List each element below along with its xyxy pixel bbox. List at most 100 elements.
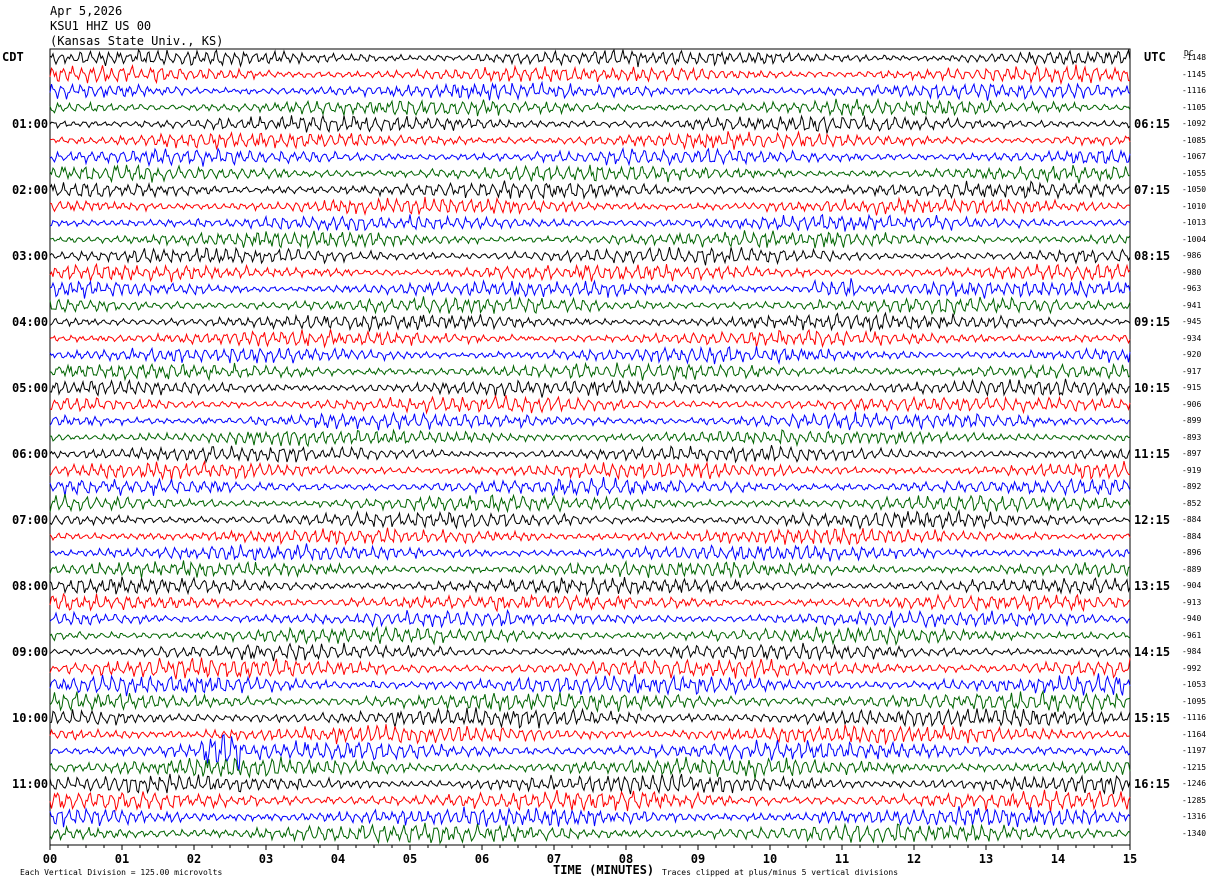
- x-tick-label: 13: [978, 852, 994, 866]
- clipping-note: Traces clipped at plus/minus 5 vertical …: [662, 868, 899, 877]
- seismic-trace: [49, 592, 1131, 613]
- dc-offset-value: -1013: [1182, 218, 1207, 227]
- dc-offset-value: -980: [1182, 267, 1202, 277]
- right-hour-label: 15:15: [1134, 711, 1171, 725]
- seismic-trace: [49, 345, 1131, 365]
- seismic-trace: [49, 311, 1131, 333]
- x-tick-label: 11: [834, 852, 850, 866]
- x-tick-label: 00: [42, 852, 58, 866]
- dc-offset-value: -1055: [1182, 168, 1207, 178]
- right-timezone-label: UTC: [1144, 50, 1166, 64]
- dc-offset-value: -852: [1182, 498, 1202, 508]
- dc-offset-value: -1116: [1182, 713, 1207, 722]
- seismic-trace: [49, 262, 1131, 283]
- dc-offset-value: -1246: [1182, 779, 1207, 788]
- dc-offset-value: -1285: [1182, 795, 1207, 805]
- seismic-trace: [49, 576, 1131, 597]
- dc-offset-value: -1004: [1182, 234, 1207, 244]
- seismic-trace: [49, 733, 1131, 772]
- dc-offset-value: -1067: [1182, 152, 1207, 161]
- right-hour-label: 10:15: [1134, 381, 1171, 395]
- seismic-trace: [49, 773, 1131, 795]
- dc-offset-value: -889: [1182, 564, 1202, 574]
- seismogram-date: Apr 5,2026: [50, 4, 123, 18]
- x-tick-label: 05: [402, 852, 418, 866]
- seismic-trace: [49, 806, 1131, 828]
- x-tick-label: 03: [258, 852, 274, 866]
- right-hour-label: 12:15: [1134, 513, 1171, 527]
- seismic-trace: [49, 378, 1131, 398]
- seismic-trace: [49, 509, 1131, 530]
- seismic-trace: [49, 97, 1131, 117]
- right-hour-label: 16:15: [1134, 777, 1171, 791]
- left-hour-label: 05:00: [12, 381, 49, 395]
- left-hour-label: 06:00: [12, 447, 49, 461]
- seismic-trace: [49, 213, 1131, 232]
- left-hour-label: 03:00: [12, 249, 49, 263]
- left-hour-label: 07:00: [12, 513, 49, 527]
- institution-name: (Kansas State Univ., KS): [50, 34, 224, 48]
- dc-offset-value: -896: [1182, 548, 1202, 557]
- x-tick-label: 07: [546, 852, 562, 866]
- x-tick-label: 04: [330, 852, 346, 866]
- seismic-trace: [49, 642, 1131, 662]
- dc-offset-value: -934: [1182, 333, 1202, 343]
- seismic-trace: [49, 559, 1131, 579]
- dc-offset-value: -940: [1182, 614, 1202, 623]
- left-hour-label: 08:00: [12, 579, 49, 593]
- dc-offset-value: -941: [1182, 300, 1202, 310]
- x-tick-label: 02: [186, 852, 202, 866]
- x-tick-label: 01: [114, 852, 130, 866]
- dc-offset-value: -893: [1182, 432, 1202, 442]
- dc-offset-value: -919: [1182, 465, 1202, 475]
- right-hour-label: 06:15: [1134, 117, 1171, 131]
- dc-offset-value: -884: [1182, 531, 1202, 541]
- right-hour-label: 11:15: [1134, 447, 1171, 461]
- seismic-trace: [49, 48, 1131, 68]
- seismic-trace: [49, 477, 1131, 497]
- seismic-trace: [49, 164, 1131, 184]
- dc-offset-value: -1053: [1182, 680, 1207, 689]
- seismic-trace: [49, 278, 1131, 299]
- seismic-trace: [49, 428, 1131, 448]
- dc-offset-value: -1105: [1182, 102, 1207, 112]
- seismic-trace: [49, 230, 1131, 250]
- right-hour-label: 14:15: [1134, 645, 1171, 659]
- seismic-trace: [49, 493, 1131, 514]
- seismic-trace: [49, 180, 1131, 200]
- dc-offset-value: -1215: [1182, 762, 1207, 772]
- right-hour-label: 08:15: [1134, 249, 1171, 263]
- dc-offset-value: -920: [1182, 350, 1202, 359]
- right-hour-label: 07:15: [1134, 183, 1171, 197]
- dc-offset-value: -1050: [1182, 185, 1207, 194]
- seismic-trace: [49, 459, 1131, 481]
- seismic-trace: [49, 130, 1131, 151]
- seismic-trace: [49, 246, 1131, 266]
- dc-offset-value: -884: [1182, 515, 1202, 524]
- dc-offset-value: -1316: [1182, 812, 1207, 821]
- seismic-trace: [49, 789, 1131, 813]
- x-tick-label: 06: [474, 852, 490, 866]
- right-hour-label: 09:15: [1134, 315, 1171, 329]
- x-tick-label: 15: [1122, 852, 1138, 866]
- seismic-trace: [49, 361, 1131, 382]
- left-hour-label: 01:00: [12, 117, 49, 131]
- seismic-trace: [49, 822, 1131, 845]
- left-hour-label: 11:00: [12, 777, 49, 791]
- dc-offset-value: -992: [1182, 663, 1202, 673]
- left-hour-label: 10:00: [12, 711, 49, 725]
- dc-offset-value: -1197: [1182, 746, 1207, 755]
- seismic-trace: [49, 673, 1131, 697]
- dc-offset-value: -904: [1182, 581, 1202, 590]
- left-hour-label: 09:00: [12, 645, 49, 659]
- dc-offset-value: -961: [1182, 630, 1202, 640]
- seismic-trace: [49, 394, 1131, 415]
- seismic-trace: [49, 707, 1131, 729]
- dc-offset-value: -945: [1182, 317, 1202, 326]
- dc-offset-value: -984: [1182, 647, 1202, 656]
- seismic-trace: [49, 80, 1131, 101]
- seismic-trace: [49, 147, 1131, 167]
- seismic-trace: [49, 657, 1131, 680]
- dc-offset-value: -963: [1182, 284, 1202, 293]
